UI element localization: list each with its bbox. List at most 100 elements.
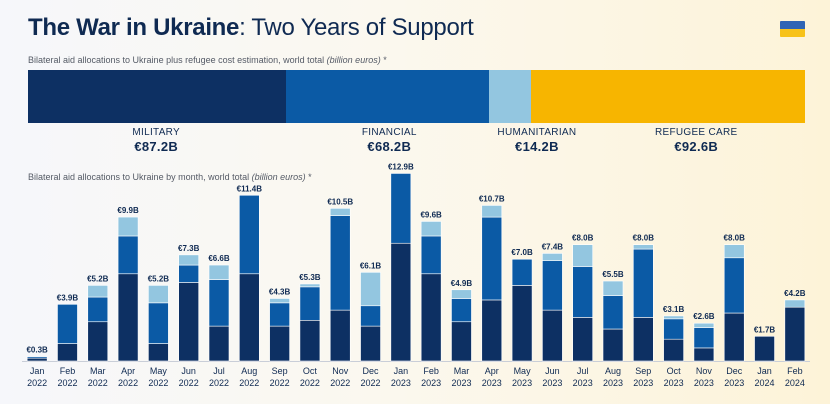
bar-military-22 — [693, 347, 715, 362]
x-tick-month: Oct — [667, 366, 682, 376]
bar-military-1 — [57, 343, 78, 362]
x-tick-month: Nov — [696, 366, 713, 376]
x-tick-year: 2022 — [300, 378, 320, 388]
bar-total-label: €10.5B — [327, 197, 353, 206]
category-value: €68.2B — [367, 139, 412, 154]
bar-military-15 — [481, 299, 503, 362]
x-tick-year: 2022 — [361, 378, 381, 388]
bar-financial-11 — [360, 305, 381, 327]
bar-military-21 — [663, 338, 684, 362]
bar-total-label: €3.9B — [57, 293, 79, 302]
x-tick-month: Oct — [303, 366, 318, 376]
bar-military-24 — [754, 335, 775, 362]
x-tick-month: Jan — [394, 366, 409, 376]
bar-military-9 — [299, 319, 321, 362]
bar-humanitarian-25 — [784, 299, 806, 308]
bar-total-label: €5.3B — [299, 273, 321, 282]
bar-total-label: €5.2B — [87, 274, 109, 283]
x-tick-year: 2023 — [451, 378, 471, 388]
category-name: REFUGEE CARE — [654, 127, 738, 138]
bar-total-label: €4.9B — [451, 279, 473, 288]
bar-total-label: €8.0B — [572, 234, 594, 243]
x-tick-month: Mar — [90, 366, 106, 376]
x-tick-year: 2023 — [724, 378, 744, 388]
bar-military-0 — [26, 357, 48, 362]
bar-total-label: €6.1B — [360, 261, 382, 270]
bar-humanitarian-18 — [572, 244, 593, 267]
x-tick-month: May — [150, 366, 168, 376]
bar-total-label: €10.7B — [479, 194, 505, 203]
bar-financial-19 — [602, 295, 624, 330]
bar-total-label: €7.0B — [511, 248, 533, 257]
bar-military-8 — [269, 325, 290, 362]
x-tick-month: Nov — [332, 366, 349, 376]
bar-humanitarian-11 — [360, 272, 381, 307]
x-tick-year: 2022 — [57, 378, 77, 388]
bar-humanitarian-3 — [117, 216, 139, 237]
bar-total-label: €6.6B — [208, 254, 230, 263]
bar-total-label: €8.0B — [724, 234, 746, 243]
category-value: €92.6B — [674, 139, 719, 154]
ukraine-flag-icon — [780, 21, 805, 37]
bar-humanitarian-10 — [329, 208, 351, 216]
bar-humanitarian-19 — [602, 280, 624, 296]
bar-financial-20 — [633, 248, 654, 318]
bar-financial-18 — [572, 266, 593, 318]
bar-financial-17 — [542, 260, 563, 311]
totals-segment-refugee-care — [530, 70, 805, 123]
x-tick-month: Jul — [577, 366, 589, 376]
bar-military-7 — [239, 273, 260, 362]
bar-humanitarian-2 — [87, 285, 109, 298]
bar-financial-9 — [299, 286, 321, 321]
totals-subtitle: Bilateral aid allocations to Ukraine plu… — [28, 55, 387, 65]
totals-segment-military — [28, 70, 287, 123]
x-tick-month: Sep — [635, 366, 651, 376]
x-tick-month: May — [514, 366, 532, 376]
bar-military-14 — [451, 321, 472, 362]
bar-total-label: €5.5B — [602, 270, 624, 279]
x-tick-year: 2022 — [270, 378, 290, 388]
x-tick-year: 2023 — [694, 378, 714, 388]
bar-total-label: €11.4B — [237, 184, 263, 193]
bar-financial-10 — [329, 215, 351, 311]
totals-segment-financial — [286, 70, 489, 123]
bar-financial-5 — [178, 264, 199, 283]
bar-military-10 — [329, 309, 351, 362]
bar-financial-12 — [390, 173, 412, 244]
bar-financial-21 — [663, 318, 684, 340]
bar-total-label: €1.7B — [754, 325, 776, 334]
bar-total-label: €0.3B — [26, 346, 48, 355]
category-name: HUMANITARIAN — [497, 127, 577, 138]
totals-segment-humanitarian — [488, 70, 531, 123]
bar-total-label: €8.0B — [633, 234, 655, 243]
category-value: €87.2B — [134, 139, 179, 154]
x-tick-month: Aug — [605, 366, 621, 376]
x-tick-month: Apr — [485, 366, 499, 376]
bar-military-3 — [117, 273, 139, 362]
bar-total-label: €4.2B — [784, 289, 806, 298]
bar-military-13 — [420, 273, 442, 362]
category-name: MILITARY — [132, 127, 181, 138]
x-tick-year: 2022 — [179, 378, 199, 388]
bar-military-20 — [633, 317, 654, 362]
bar-financial-1 — [57, 303, 78, 344]
x-tick-month: Jan — [757, 366, 772, 376]
x-tick-month: Apr — [121, 366, 135, 376]
bar-total-label: €3.1B — [663, 305, 685, 314]
bar-military-17 — [542, 309, 563, 362]
page-title: The War in Ukraine: Two Years of Support — [28, 14, 474, 41]
category-value: €14.2B — [515, 139, 559, 154]
bar-military-6 — [208, 325, 230, 362]
bar-financial-6 — [208, 279, 230, 327]
x-tick-year: 2022 — [330, 378, 350, 388]
bar-financial-16 — [511, 258, 533, 286]
bar-financial-7 — [239, 194, 260, 275]
x-tick-year: 2023 — [391, 378, 411, 388]
bar-humanitarian-13 — [420, 221, 442, 237]
bar-financial-4 — [148, 302, 169, 344]
totals-label-financial: FINANCIAL €68.2B — [362, 127, 417, 154]
bar-total-label: €7.3B — [178, 244, 200, 253]
x-tick-month: Feb — [787, 366, 803, 376]
x-tick-year: 2023 — [664, 378, 684, 388]
